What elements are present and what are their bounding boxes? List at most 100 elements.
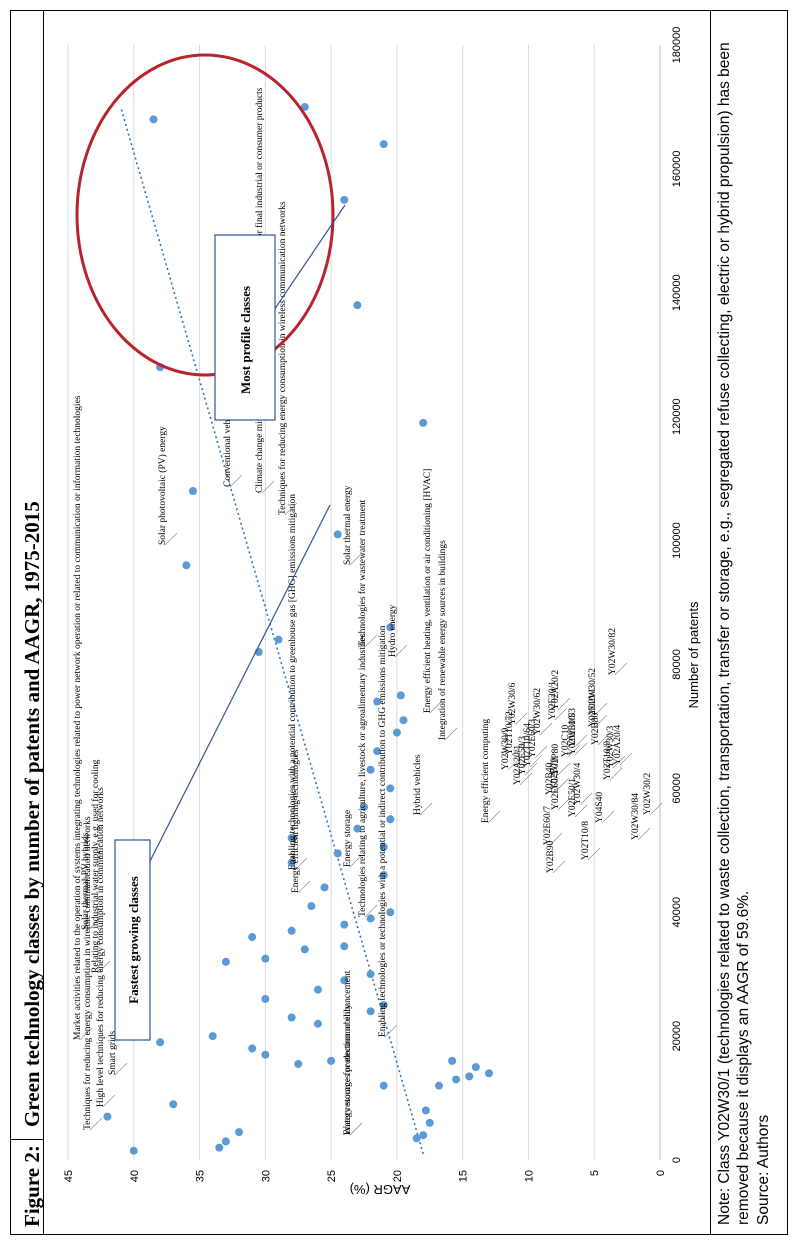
y-tick-label: 35	[195, 1170, 207, 1182]
x-axis-label: Number of patents	[686, 601, 701, 708]
callout-leader-fastest	[137, 504, 331, 886]
point-label: Solar thermal energy	[343, 485, 353, 565]
caption-divider	[10, 1139, 43, 1140]
data-point	[425, 1118, 434, 1127]
point-label: Y02W30/62	[533, 688, 543, 735]
leader-line	[549, 832, 563, 846]
point-label: High level techniques for reducing energ…	[95, 787, 106, 1107]
data-point	[294, 1059, 303, 1068]
data-point	[182, 561, 191, 570]
point-label: Integration of renewable energy sources …	[437, 540, 448, 740]
leader-line	[487, 810, 501, 824]
y-tick-label: 15	[458, 1170, 470, 1182]
leader-line	[557, 697, 571, 711]
data-point	[235, 1128, 244, 1137]
data-point	[221, 1137, 230, 1146]
leader-line	[364, 634, 378, 648]
x-tick-label: 20000	[671, 1021, 683, 1052]
data-point	[307, 902, 316, 911]
x-tick-label: 100000	[671, 522, 683, 559]
data-point	[379, 1081, 388, 1090]
figure-note: Note: Class Y02W30/1 (technologies relat…	[716, 42, 752, 1225]
leader-line	[524, 762, 538, 776]
data-point	[156, 1038, 165, 1047]
leader-line	[567, 744, 581, 758]
data-points	[103, 102, 493, 1155]
point-label: Y02W30/2	[643, 773, 653, 815]
point-label: Y02T10/0	[603, 741, 613, 780]
point-label: Solar photovoltaic (PV) energy	[157, 426, 168, 545]
data-point	[327, 1056, 336, 1065]
point-label: Y02B70	[550, 758, 560, 790]
point-label: Y02E20/1	[548, 681, 558, 720]
data-point	[149, 115, 158, 124]
leader-lines	[79, 474, 663, 1136]
data-point	[287, 926, 296, 935]
data-point	[313, 1019, 322, 1028]
point-label: Energy storage for electromobility	[342, 1004, 353, 1135]
data-point	[103, 1112, 112, 1121]
data-point	[313, 985, 322, 994]
point-label: Y02W30/82	[608, 628, 618, 675]
data-point	[333, 530, 342, 539]
y-axis: 0 5 10 15 20 25 30 35 40 45	[63, 1170, 667, 1182]
data-point	[386, 623, 395, 632]
point-label: Y02B80	[591, 713, 601, 745]
point-label: Y02E10/1	[588, 688, 598, 727]
data-point	[366, 1007, 375, 1016]
x-axis: 0 20000 40000 60000 80000 100000 120000 140000 1…	[659, 27, 683, 1163]
data-point	[261, 954, 270, 963]
leader-line	[601, 810, 615, 824]
data-point	[208, 1032, 217, 1041]
point-label: Y02T10/64	[523, 723, 533, 767]
data-point	[287, 858, 296, 867]
leader-line	[594, 714, 608, 728]
point-label: Market activities related to the operati…	[72, 395, 83, 1040]
data-point	[448, 1056, 457, 1065]
data-point	[333, 849, 342, 858]
data-point	[320, 883, 329, 892]
leader-line	[637, 827, 651, 841]
figure-number: Figure 2:	[20, 1145, 44, 1227]
leader-line	[556, 777, 570, 791]
point-label: Y02E50/3	[518, 736, 528, 775]
note-divider	[710, 10, 711, 1235]
leader-line	[297, 880, 311, 894]
x-tick-label: 180000	[671, 27, 683, 64]
leader-line	[384, 1024, 398, 1038]
callout-most: Most profile classes	[238, 286, 253, 394]
data-point	[248, 933, 257, 941]
point-label: Enabling technologies or technologies wi…	[378, 625, 388, 1037]
data-point	[434, 1081, 443, 1090]
data-point	[300, 945, 309, 954]
point-label: Y02E60/3	[528, 719, 538, 758]
point-label: Y02B40	[545, 763, 555, 795]
data-point	[465, 1072, 474, 1081]
leader-line	[554, 707, 568, 721]
leader-line	[429, 700, 443, 714]
leader-line	[514, 712, 528, 726]
y-tick-label: 20	[392, 1170, 404, 1182]
point-label: Y02W30/5	[568, 713, 578, 755]
y-tick-label: 5	[589, 1170, 601, 1176]
data-point	[221, 957, 230, 966]
data-point	[353, 824, 362, 833]
leader-line	[534, 745, 548, 759]
x-tick-label: 140000	[671, 274, 683, 311]
figure-rotated: Figure 2: Green technology classes by nu…	[10, 10, 788, 1235]
data-point	[373, 697, 382, 706]
leader-line	[419, 802, 433, 816]
point-label: Y02T10/72	[505, 711, 515, 755]
leader-line	[539, 722, 553, 736]
point-label: Energy storage	[343, 810, 353, 867]
data-point	[484, 1069, 493, 1078]
callout-fastest: Fastest growing classes	[126, 876, 141, 1004]
leader-line	[557, 762, 571, 776]
leader-line	[529, 754, 543, 768]
leader-line	[511, 742, 525, 756]
leader-line	[519, 772, 533, 786]
leader-line	[552, 860, 566, 874]
x-tick-label: 80000	[671, 649, 683, 680]
x-tick-label: 40000	[671, 897, 683, 928]
figure-source: Source: Authors	[755, 1114, 772, 1225]
